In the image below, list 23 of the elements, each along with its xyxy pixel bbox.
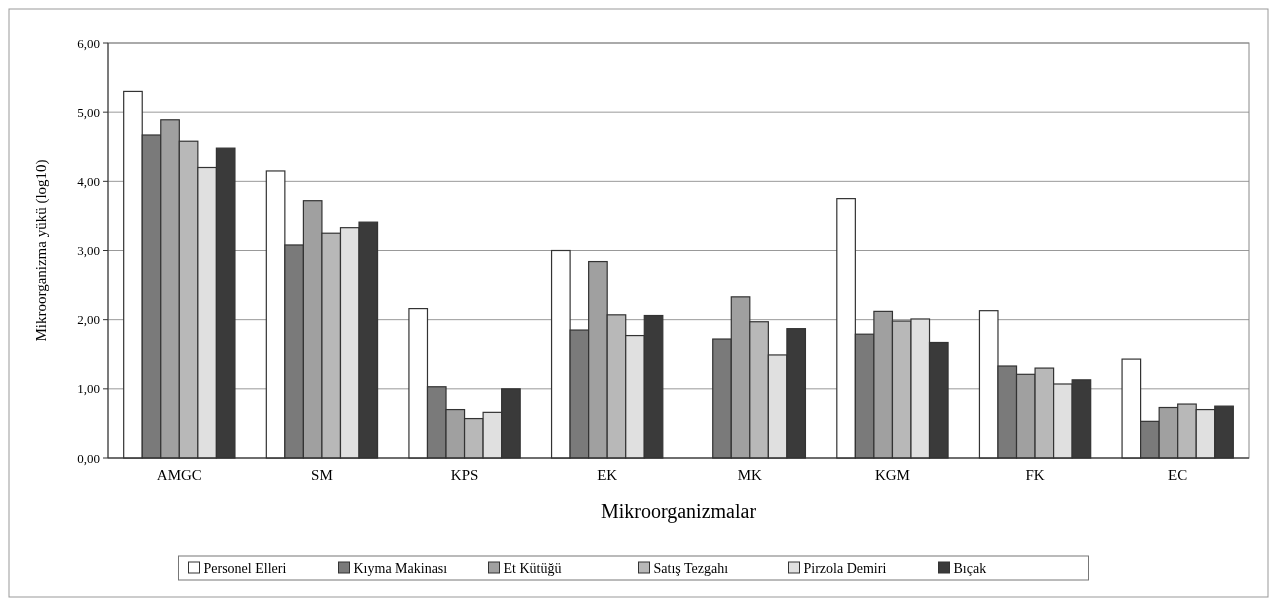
x-tick-label: KPS [450, 467, 479, 483]
x-tick-label: AMGC [156, 467, 202, 483]
legend-label: Kıyma Makinası [353, 560, 448, 576]
y-tick-label: 3,00 [77, 243, 100, 259]
y-tick-label: 1,00 [77, 381, 100, 397]
y-axis-title: Mikroorganizma yükü (log10) [33, 159, 50, 342]
x-tick-label: EK [597, 467, 618, 483]
legend-label: Personel Elleri [203, 560, 287, 576]
x-tick-label: SM [311, 467, 333, 483]
y-tick-label: 6,00 [77, 35, 100, 51]
y-tick-label: 2,00 [77, 312, 100, 328]
x-tick-label: FK [1025, 467, 1045, 483]
legend-label: Pirzola Demiri [803, 560, 887, 576]
x-tick-label: MK [737, 467, 763, 483]
y-tick-label: 0,00 [77, 450, 100, 466]
legend-label: Et Kütüğü [503, 560, 562, 576]
legend-label: Bıçak [953, 560, 987, 576]
y-tick-label: 4,00 [77, 173, 100, 189]
y-tick-label: 5,00 [77, 104, 100, 120]
legend-label: Satış Tezgahı [653, 560, 729, 576]
x-tick-label: KGM [874, 467, 910, 483]
x-tick-label: EC [1168, 467, 1188, 483]
x-axis-title: Mikroorganizmalar [600, 500, 757, 523]
